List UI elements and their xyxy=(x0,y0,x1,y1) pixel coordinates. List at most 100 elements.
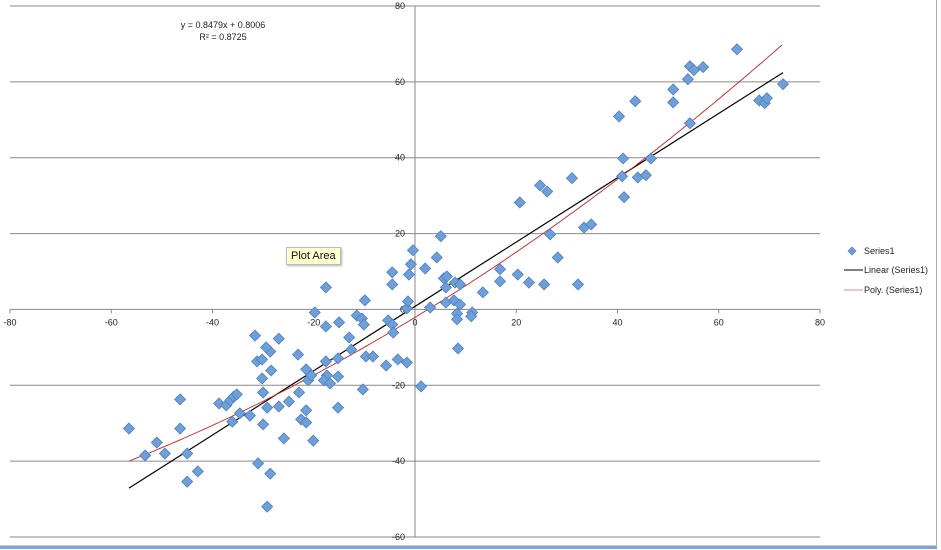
data-point xyxy=(386,278,399,291)
data-point xyxy=(612,110,626,123)
data-point xyxy=(400,356,413,369)
data-point xyxy=(541,185,554,198)
data-point xyxy=(358,294,371,307)
data-point xyxy=(191,465,204,478)
data-point xyxy=(331,370,345,383)
data-point xyxy=(551,251,564,264)
data-point xyxy=(615,170,629,183)
y-tick-label: -40 xyxy=(392,456,405,466)
data-point xyxy=(150,436,163,449)
data-point xyxy=(261,500,274,513)
data-point xyxy=(544,228,557,241)
data-point xyxy=(257,386,270,399)
axes xyxy=(9,6,821,537)
data-point xyxy=(667,83,680,96)
data-point xyxy=(644,152,657,165)
trendline-equation[interactable]: y = 0.8479x + 0.8006 xyxy=(181,20,266,30)
data-point xyxy=(730,43,744,56)
data-point xyxy=(174,393,187,406)
data-point xyxy=(415,380,428,393)
legend[interactable]: Series1 Linear (Series1) Poly. (Series1) xyxy=(844,246,928,295)
window-bottom-border xyxy=(0,545,937,549)
data-point xyxy=(257,418,270,431)
legend-series1-marker-icon xyxy=(847,246,857,256)
y-tick-label: 80 xyxy=(395,1,405,11)
x-tick-label: 20 xyxy=(511,317,521,327)
data-point xyxy=(476,286,489,299)
data-point xyxy=(264,467,277,480)
data-point xyxy=(256,353,269,366)
data-point xyxy=(493,275,507,288)
r-squared-label[interactable]: R² = 0.8725 xyxy=(199,32,246,42)
data-point xyxy=(356,383,369,396)
data-point xyxy=(387,326,400,339)
data-point xyxy=(243,409,257,422)
data-point xyxy=(565,172,579,185)
x-tick-label: -40 xyxy=(206,317,219,327)
data-point xyxy=(404,258,418,271)
x-tick-label: -60 xyxy=(105,317,118,327)
data-point xyxy=(291,348,305,361)
y-tick-label: -20 xyxy=(392,380,405,390)
data-point xyxy=(319,281,332,294)
data-point xyxy=(277,432,290,445)
legend-poly-label: Poly. (Series1) xyxy=(864,285,922,295)
data-point xyxy=(122,422,136,435)
data-point xyxy=(345,343,358,356)
data-point xyxy=(424,301,437,314)
data-point xyxy=(357,318,370,331)
data-point xyxy=(513,196,526,209)
data-point xyxy=(696,60,710,74)
data-point xyxy=(687,64,701,77)
x-tick-label: -80 xyxy=(3,317,16,327)
x-tick-label: 40 xyxy=(612,317,622,327)
y-tick-label: 40 xyxy=(395,153,405,163)
data-point xyxy=(366,350,380,363)
data-point xyxy=(439,281,452,294)
data-point xyxy=(319,355,332,368)
data-point xyxy=(300,404,313,417)
data-point xyxy=(343,331,356,344)
plot-area-tooltip: Plot Area xyxy=(286,247,341,265)
data-point xyxy=(629,95,642,108)
data-point xyxy=(406,244,420,257)
data-point xyxy=(440,270,453,283)
data-point xyxy=(282,395,296,408)
data-point xyxy=(272,332,285,345)
data-point xyxy=(451,342,465,355)
data-point xyxy=(533,179,547,192)
x-tick-label: 60 xyxy=(714,317,724,327)
data-point xyxy=(493,263,507,276)
data-point xyxy=(430,251,443,264)
data-point xyxy=(251,457,265,470)
data-point xyxy=(308,306,321,319)
data-point xyxy=(181,475,194,488)
data-point xyxy=(511,268,524,281)
data-point xyxy=(453,278,467,291)
data-point xyxy=(331,401,345,414)
legend-linear-label: Linear (Series1) xyxy=(864,265,928,275)
data-point xyxy=(332,316,346,329)
data-point xyxy=(181,447,194,460)
data-point xyxy=(419,262,432,275)
data-point xyxy=(256,372,269,385)
legend-series1-label: Series1 xyxy=(864,246,895,256)
y-tick-label: 60 xyxy=(395,77,405,87)
data-point xyxy=(139,449,152,462)
x-tick-label: 0 xyxy=(412,317,417,327)
data-point xyxy=(265,364,278,377)
data-point xyxy=(331,352,345,365)
data-point xyxy=(401,295,414,308)
data-point xyxy=(323,377,337,390)
data-points xyxy=(122,43,790,513)
data-point xyxy=(585,218,598,231)
data-point xyxy=(571,278,585,291)
x-tick-label: 80 xyxy=(815,317,825,327)
data-point xyxy=(402,268,415,281)
data-point xyxy=(391,353,404,366)
data-point xyxy=(639,169,652,182)
data-point xyxy=(226,415,239,428)
data-point xyxy=(158,447,171,460)
data-point xyxy=(617,152,630,165)
